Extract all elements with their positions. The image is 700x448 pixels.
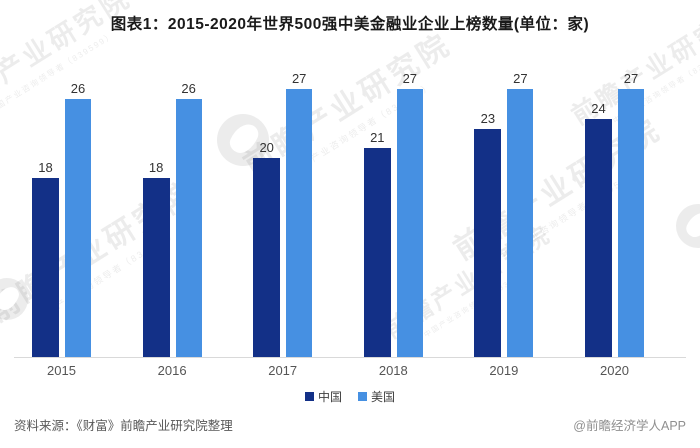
value-label: 27 xyxy=(513,71,528,86)
bar-china-2018 xyxy=(363,148,391,357)
bar-group-2018: 21 27 xyxy=(363,71,423,357)
value-label: 21 xyxy=(370,130,385,145)
bar-group-2019: 23 27 xyxy=(474,71,534,357)
x-tick-label-2020: 2020 xyxy=(600,363,629,378)
legend-item-usa: 美国 xyxy=(358,388,395,405)
legend-label: 美国 xyxy=(371,390,396,404)
credit-note: @前瞻经济学人APP xyxy=(573,419,686,433)
value-label: 18 xyxy=(38,160,53,175)
value-label: 26 xyxy=(181,81,196,96)
legend-item-china: 中国 xyxy=(304,388,342,405)
value-label: 27 xyxy=(623,71,639,86)
bar-china-2017 xyxy=(253,158,281,357)
legend-label: 中国 xyxy=(317,390,342,404)
bar-china-2019 xyxy=(474,129,502,357)
source-note: 资料来源：《财富》前瞻产业研究院整理 xyxy=(14,419,233,433)
x-axis-line xyxy=(14,357,686,358)
plot-area: 18 26 18 26 20 27 21 27 23 27 24 27 xyxy=(0,71,700,357)
bar-group-2020: 24 27 xyxy=(585,71,644,357)
value-label: 27 xyxy=(291,71,307,86)
x-tick-label-2019: 2019 xyxy=(489,363,519,378)
value-label: 24 xyxy=(591,101,606,116)
legend: 中国 美国 xyxy=(0,388,700,405)
value-label: 27 xyxy=(402,71,418,86)
bar-group-2015: 18 26 xyxy=(32,81,91,357)
bar-usa-2015 xyxy=(65,99,91,357)
bar-group-2017: 20 27 xyxy=(253,71,313,357)
x-tick-label-2017: 2017 xyxy=(268,363,298,378)
bar-usa-2018 xyxy=(396,89,423,357)
bar-usa-2016 xyxy=(175,99,202,357)
bar-group-2016: 18 26 xyxy=(142,81,202,357)
legend-swatch-icon xyxy=(304,392,314,401)
bar-usa-2017 xyxy=(286,89,313,357)
x-tick-label-2015: 2015 xyxy=(47,363,76,378)
value-label: 20 xyxy=(259,140,274,155)
bar-china-2020 xyxy=(585,119,612,357)
bar-usa-2020 xyxy=(618,89,644,357)
value-label: 23 xyxy=(480,111,496,126)
value-label: 18 xyxy=(148,160,164,175)
value-label: 26 xyxy=(70,81,86,96)
x-axis: 2015 2016 2017 2018 2019 2020 xyxy=(0,363,700,379)
bar-china-2015 xyxy=(32,178,59,357)
x-tick-label-2018: 2018 xyxy=(378,363,408,378)
legend-swatch-icon xyxy=(358,392,367,401)
bar-usa-2019 xyxy=(507,89,534,357)
bar-china-2016 xyxy=(142,178,170,357)
x-tick-label-2016: 2016 xyxy=(157,363,187,378)
chart-title: 图表1：2015-2020年世界500强中美金融业企业上榜数量(单位：家) xyxy=(110,16,590,33)
